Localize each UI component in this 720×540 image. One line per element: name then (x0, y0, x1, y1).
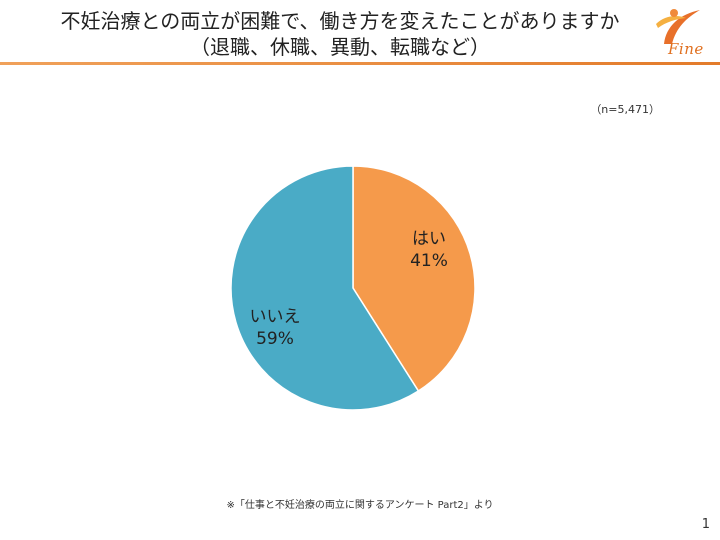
slide-title: 不妊治療との両立が困難で、働き方を変えたことがありますか （退職、休職、異動、転… (40, 8, 640, 60)
slice-value-no: 59% (256, 329, 294, 349)
slice-value-yes: 41% (410, 251, 448, 271)
slice-label-no: いいえ (250, 307, 301, 327)
title-line-2: （退職、休職、異動、転職など） (190, 35, 490, 59)
pie-slice-no (230, 165, 420, 411)
title-line-1: 不妊治療との両立が困難で、働き方を変えたことがありますか (60, 9, 620, 33)
sample-size: （n=5,471） (590, 103, 660, 116)
source-note: ※「仕事と不妊治療の両立に関するアンケート Part2」より (226, 500, 494, 511)
page-number: 1 (701, 517, 710, 532)
logo-text: Fine (668, 40, 704, 58)
title-underline (0, 62, 720, 65)
slice-label-yes: はい (412, 229, 446, 249)
fine-logo: Fine (646, 4, 710, 62)
logo-figure-icon (656, 9, 700, 44)
